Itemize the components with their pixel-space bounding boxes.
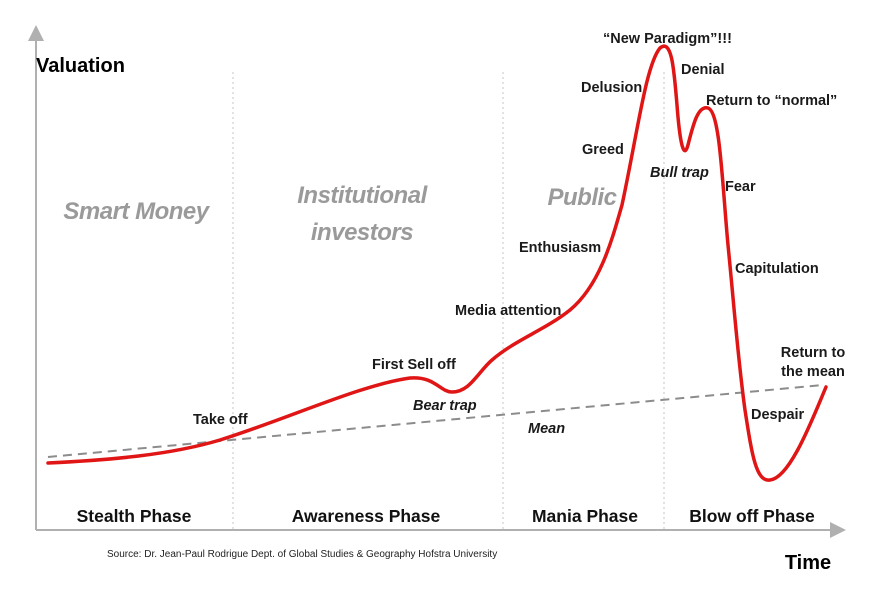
label-return-to-mean-line2: the mean	[781, 364, 845, 380]
group-institutional-line1: Institutional	[297, 182, 428, 209]
label-denial: Denial	[681, 62, 725, 78]
x-axis-title: Time	[785, 552, 831, 574]
phase-awareness: Awareness Phase	[292, 506, 441, 526]
label-greed: Greed	[582, 142, 624, 158]
label-bear-trap: Bear trap	[413, 398, 477, 414]
label-media-attention: Media attention	[455, 303, 561, 319]
label-first-sell-off: First Sell off	[372, 357, 456, 373]
label-enthusiasm: Enthusiasm	[519, 240, 601, 256]
y-axis-title: Valuation	[36, 55, 125, 77]
label-return-to-normal: Return to “normal”	[706, 93, 837, 109]
label-delusion: Delusion	[581, 80, 642, 96]
valuation-curve	[46, 44, 828, 482]
label-fear: Fear	[725, 179, 756, 195]
mean-line	[47, 384, 824, 458]
group-public: Public	[547, 184, 616, 211]
label-return-to-mean-line1: Return to	[781, 345, 846, 361]
label-mean: Mean	[528, 421, 565, 437]
label-bull-trap: Bull trap	[650, 165, 709, 181]
source-credit: Source: Dr. Jean-Paul Rodrigue Dept. of …	[107, 549, 497, 560]
phase-stealth: Stealth Phase	[77, 506, 192, 526]
label-take-off: Take off	[193, 412, 248, 428]
phase-blowoff: Blow off Phase	[689, 506, 815, 526]
label-new-paradigm: “New Paradigm”!!!	[603, 31, 732, 47]
group-institutional-line2: investors	[311, 219, 413, 246]
group-smart-money: Smart Money	[63, 198, 210, 225]
label-capitulation: Capitulation	[735, 261, 819, 277]
label-despair: Despair	[751, 407, 805, 423]
phase-mania: Mania Phase	[532, 506, 638, 526]
